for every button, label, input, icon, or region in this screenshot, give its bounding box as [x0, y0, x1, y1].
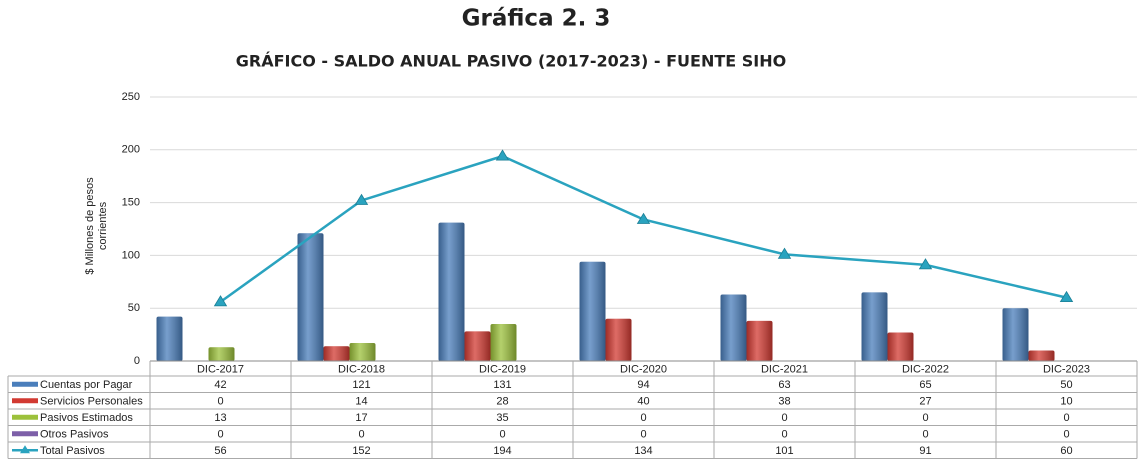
legend-label: Cuentas por Pagar — [40, 379, 133, 391]
table-cell: 131 — [493, 379, 511, 391]
table-cell: 101 — [775, 445, 793, 457]
table-cell: 10 — [1060, 396, 1072, 408]
table-cell: 40 — [637, 396, 649, 408]
x-tick-label: DIC-2020 — [620, 363, 667, 375]
table-cell: 56 — [214, 445, 226, 457]
table-cell: 63 — [778, 379, 790, 391]
line-marker — [213, 295, 228, 307]
table-cell: 91 — [919, 445, 931, 457]
table-cell: 35 — [496, 412, 508, 424]
line-marker — [636, 212, 651, 224]
table-cell: 0 — [217, 396, 223, 408]
line-marker — [1059, 290, 1074, 303]
table-cell: 134 — [634, 445, 652, 457]
legend-label: Otros Pasivos — [40, 429, 109, 441]
legend-label: Pasivos Estimados — [40, 412, 133, 424]
table-cell: 0 — [922, 412, 928, 424]
table-cell: 0 — [358, 429, 364, 441]
y-tick-label: 150 — [122, 197, 140, 209]
legend-label: Total Pasivos — [40, 445, 105, 457]
bar-shade — [490, 324, 517, 361]
table-cell: 28 — [496, 396, 508, 408]
table-cell: 121 — [352, 379, 370, 391]
legend-key — [12, 414, 38, 420]
line-marker — [777, 247, 792, 259]
x-tick-label: DIC-2019 — [479, 363, 526, 375]
bar-shade — [156, 316, 183, 361]
bar-shade — [887, 332, 914, 361]
table-cell: 27 — [919, 396, 931, 408]
x-tick-label: DIC-2023 — [1043, 363, 1090, 375]
table-cell: 94 — [637, 379, 649, 391]
table-cell: 38 — [778, 396, 790, 408]
y-tick-label: 50 — [128, 302, 140, 314]
x-tick-label: DIC-2017 — [197, 363, 244, 375]
chart-title: Gráfica 2. 3 — [462, 6, 611, 32]
table-cell: 0 — [640, 429, 646, 441]
table-cell: 13 — [214, 412, 226, 424]
bar-shade — [1002, 308, 1029, 361]
line-marker — [918, 258, 933, 270]
table-cell: 17 — [355, 412, 367, 424]
bar-shade — [746, 320, 773, 361]
bar-shade — [438, 222, 465, 361]
legend-key — [12, 381, 38, 387]
table-cell: 194 — [493, 445, 511, 457]
legend-key — [12, 431, 38, 437]
table-cell: 0 — [922, 429, 928, 441]
table-cell: 0 — [1063, 429, 1069, 441]
y-tick-label: 0 — [134, 355, 140, 367]
table-cell: 50 — [1060, 379, 1072, 391]
bar-shade — [579, 261, 606, 361]
y-tick-label: 250 — [122, 91, 140, 103]
bar-shade — [349, 343, 376, 361]
line-marker — [495, 149, 510, 161]
bar-shade — [297, 233, 324, 361]
table-cell: 0 — [640, 412, 646, 424]
table-cell: 0 — [781, 429, 787, 441]
table-cell: 14 — [355, 396, 367, 408]
bar-shade — [464, 331, 491, 361]
y-tick-label: 200 — [122, 144, 140, 156]
bar-shade — [1028, 350, 1055, 361]
bar-shade — [720, 294, 747, 361]
table-cell: 42 — [214, 379, 226, 391]
table-cell: 0 — [499, 429, 505, 441]
table-cell: 65 — [919, 379, 931, 391]
legend-key — [20, 445, 30, 454]
chart-subtitle: GRÁFICO - SALDO ANUAL PASIVO (2017-2023)… — [236, 52, 786, 71]
table-cell: 0 — [217, 429, 223, 441]
table-cell: 0 — [1063, 412, 1069, 424]
table-cell: 152 — [352, 445, 370, 457]
y-axis-label: $ Millones de pesos corrientes — [84, 177, 109, 275]
x-tick-label: DIC-2021 — [761, 363, 808, 375]
line-marker — [354, 193, 369, 205]
table-cell: 60 — [1060, 445, 1072, 457]
y-tick-label: 100 — [122, 249, 140, 261]
legend-key — [12, 398, 38, 404]
table-cell: 0 — [781, 412, 787, 424]
bar-shade — [861, 292, 888, 361]
bar-shade — [208, 347, 235, 361]
bar-shade — [605, 318, 632, 361]
x-tick-label: DIC-2022 — [902, 363, 949, 375]
legend-label: Servicios Personales — [40, 396, 143, 408]
bar-shade — [323, 346, 350, 361]
x-tick-label: DIC-2018 — [338, 363, 385, 375]
line — [219, 154, 1067, 303]
